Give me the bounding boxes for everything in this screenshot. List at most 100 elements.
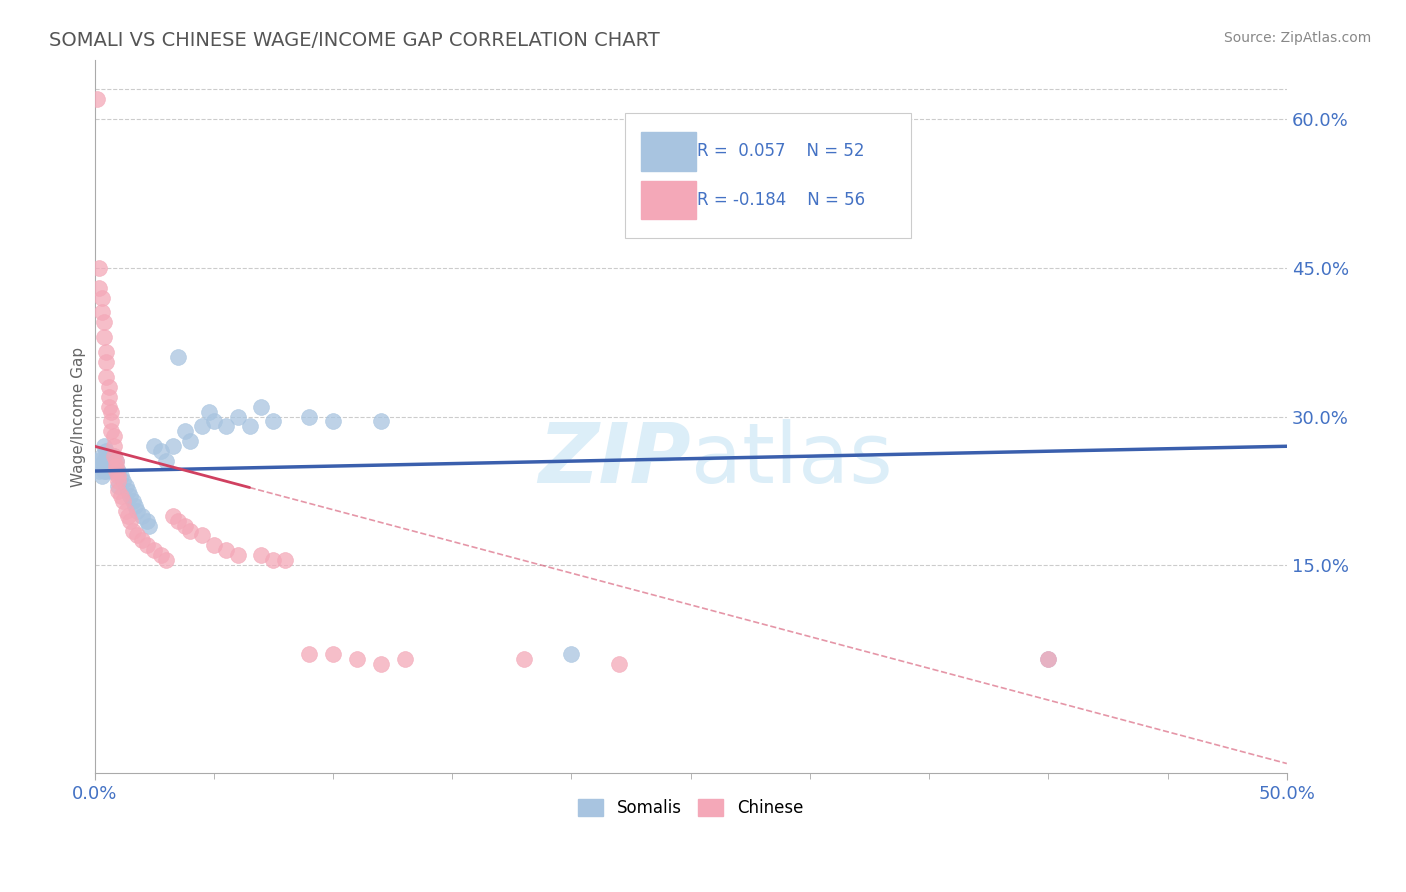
Point: [174, 425, 197, 439]
Point: [179, 524, 201, 538]
Point: [298, 648, 321, 662]
Point: [174, 518, 197, 533]
Point: [93, 315, 115, 329]
Point: [110, 489, 132, 503]
Point: [120, 514, 142, 528]
Point: [107, 474, 129, 488]
Point: [90, 449, 112, 463]
Point: [96, 369, 118, 384]
Point: [105, 459, 128, 474]
Point: [298, 409, 321, 424]
Point: [124, 499, 146, 513]
Point: [131, 508, 153, 523]
Point: [250, 549, 273, 563]
Point: [322, 415, 344, 429]
Point: [191, 528, 214, 542]
Point: [155, 553, 177, 567]
Point: [105, 454, 128, 468]
Point: [239, 419, 262, 434]
Point: [274, 553, 297, 567]
Point: [370, 657, 392, 672]
Point: [150, 444, 173, 458]
Point: [100, 454, 122, 468]
Text: R = -0.184    N = 56: R = -0.184 N = 56: [697, 191, 866, 209]
Point: [93, 464, 115, 478]
Point: [100, 464, 122, 478]
Point: [96, 464, 118, 478]
Text: ZIP: ZIP: [538, 419, 690, 500]
Point: [262, 415, 284, 429]
Point: [114, 479, 136, 493]
Point: [107, 464, 129, 478]
Point: [262, 553, 284, 567]
Point: [322, 648, 344, 662]
Point: [97, 459, 120, 474]
Point: [120, 489, 142, 503]
Point: [97, 390, 120, 404]
Point: [90, 305, 112, 319]
Point: [138, 518, 160, 533]
Point: [93, 439, 115, 453]
Point: [167, 514, 190, 528]
Point: [97, 380, 120, 394]
Point: [86, 92, 108, 106]
Point: [90, 459, 112, 474]
Point: [110, 469, 132, 483]
Point: [226, 549, 249, 563]
Point: [394, 652, 416, 666]
Point: [89, 260, 111, 275]
Point: [136, 538, 159, 552]
Point: [96, 355, 118, 369]
Point: [198, 404, 221, 418]
Point: [97, 449, 120, 463]
Point: [114, 504, 136, 518]
Point: [131, 533, 153, 548]
Point: [513, 652, 536, 666]
Point: [96, 454, 118, 468]
Point: [127, 528, 149, 542]
Point: [105, 454, 128, 468]
Text: SOMALI VS CHINESE WAGE/INCOME GAP CORRELATION CHART: SOMALI VS CHINESE WAGE/INCOME GAP CORREL…: [49, 31, 659, 50]
Point: [202, 538, 225, 552]
FancyBboxPatch shape: [626, 113, 911, 238]
Point: [93, 454, 115, 468]
Point: [191, 419, 214, 434]
Point: [93, 330, 115, 344]
Y-axis label: Wage/Income Gap: Wage/Income Gap: [72, 346, 86, 486]
Point: [112, 493, 135, 508]
Point: [107, 483, 129, 498]
Point: [202, 415, 225, 429]
Point: [107, 479, 129, 493]
Point: [560, 648, 582, 662]
Point: [1038, 652, 1060, 666]
Point: [136, 514, 159, 528]
Point: [1038, 652, 1060, 666]
Point: [121, 493, 143, 508]
Point: [117, 508, 139, 523]
Point: [155, 454, 177, 468]
Point: [103, 449, 125, 463]
Point: [103, 439, 125, 453]
Point: [127, 504, 149, 518]
Point: [90, 469, 112, 483]
Point: [370, 415, 392, 429]
Point: [162, 439, 184, 453]
Point: [96, 444, 118, 458]
Point: [162, 508, 184, 523]
Legend: Somalis, Chinese: Somalis, Chinese: [569, 791, 811, 826]
Text: Source: ZipAtlas.com: Source: ZipAtlas.com: [1223, 31, 1371, 45]
Point: [89, 280, 111, 294]
Point: [179, 434, 201, 449]
Point: [250, 400, 273, 414]
Point: [103, 459, 125, 474]
Text: R =  0.057    N = 52: R = 0.057 N = 52: [697, 142, 865, 161]
Point: [100, 415, 122, 429]
Point: [90, 291, 112, 305]
FancyBboxPatch shape: [641, 181, 696, 219]
Point: [346, 652, 368, 666]
Point: [143, 543, 166, 558]
Point: [226, 409, 249, 424]
Point: [97, 400, 120, 414]
Point: [89, 459, 111, 474]
Point: [150, 549, 173, 563]
